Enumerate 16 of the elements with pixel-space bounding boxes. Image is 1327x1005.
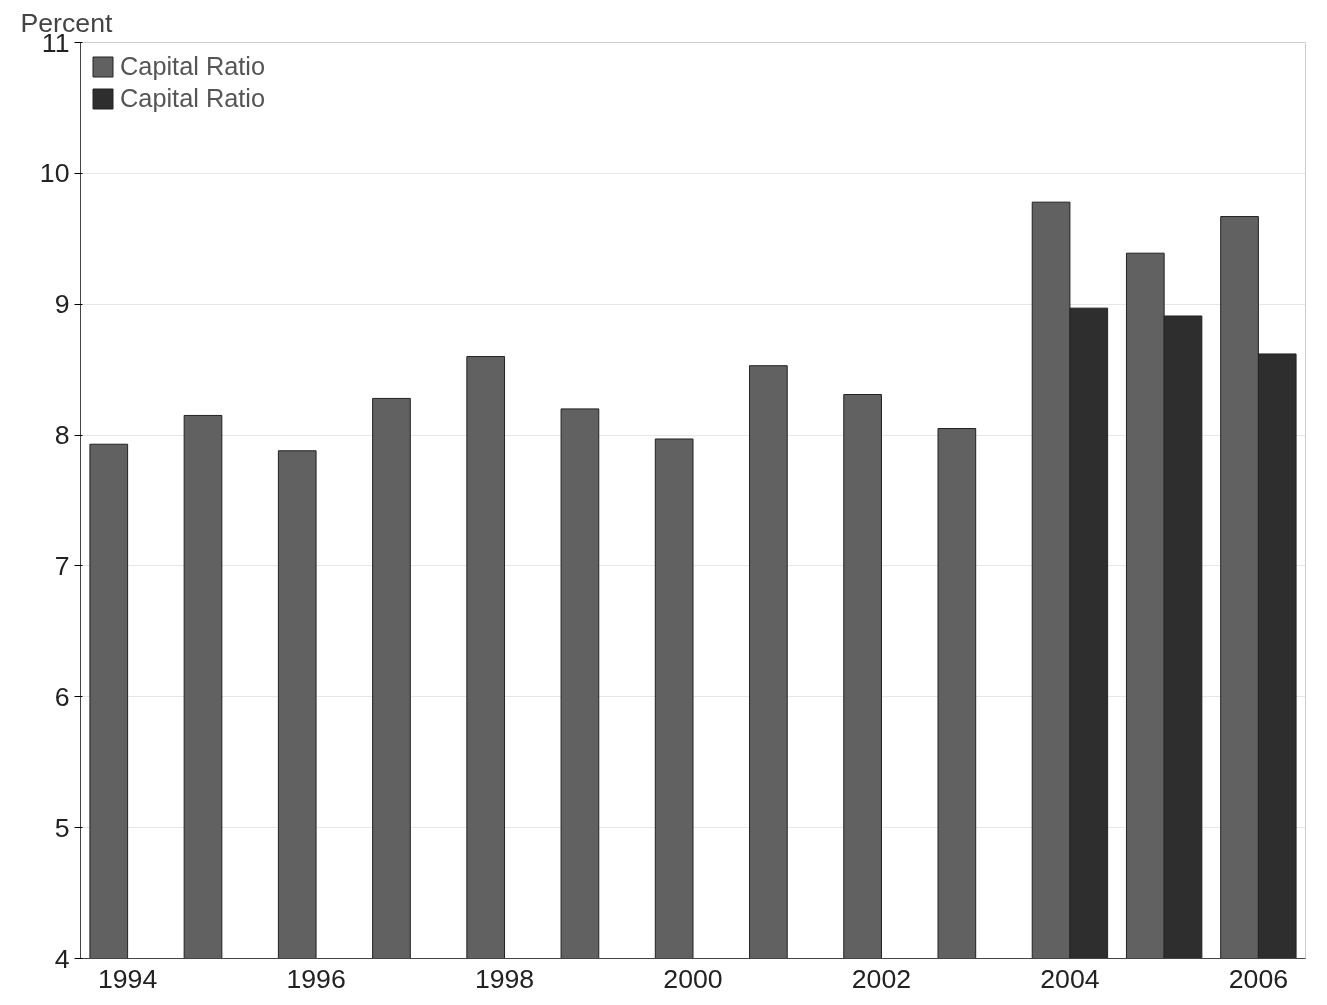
y-tick-label: 9: [54, 289, 70, 320]
y-tick-label: 4: [54, 943, 70, 974]
y-tick-label: 10: [39, 158, 70, 189]
x-tick-label: 2004: [1040, 963, 1100, 994]
y-tick-label: 6: [54, 681, 70, 712]
x-tick-label: 2006: [1228, 963, 1289, 994]
y-tick-label: 5: [54, 812, 70, 843]
y-tick-label: 7: [54, 550, 70, 581]
legend-label: Capital Ratio: [120, 84, 266, 113]
x-tick-label: 1998: [474, 963, 535, 994]
x-tick-label: 1994: [97, 963, 158, 994]
legend-label: Capital Ratio: [120, 52, 266, 81]
y-tick-label: 8: [54, 420, 70, 451]
x-tick-label: 2002: [851, 963, 912, 994]
x-tick-label: 2000: [663, 963, 723, 994]
x-tick-label: 1996: [286, 963, 346, 994]
